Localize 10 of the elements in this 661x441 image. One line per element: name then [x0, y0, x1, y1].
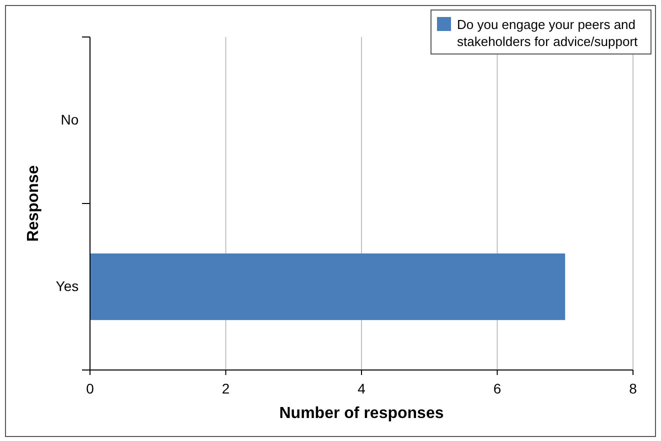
x-tick-label: 4: [358, 380, 366, 396]
y-tick-label: No: [60, 112, 79, 128]
x-tick-label: 2: [222, 380, 230, 396]
y-axis-title: Response: [25, 165, 42, 242]
y-tick-label: Yes: [56, 278, 79, 294]
x-tick-label: 0: [86, 380, 94, 396]
x-tick-label: 8: [629, 380, 638, 396]
x-axis-title: Number of responses: [279, 405, 444, 422]
legend-label: Do you engage your peers and stakeholders for advice/support: [457, 17, 638, 49]
x-tick-label: 6: [493, 380, 502, 396]
